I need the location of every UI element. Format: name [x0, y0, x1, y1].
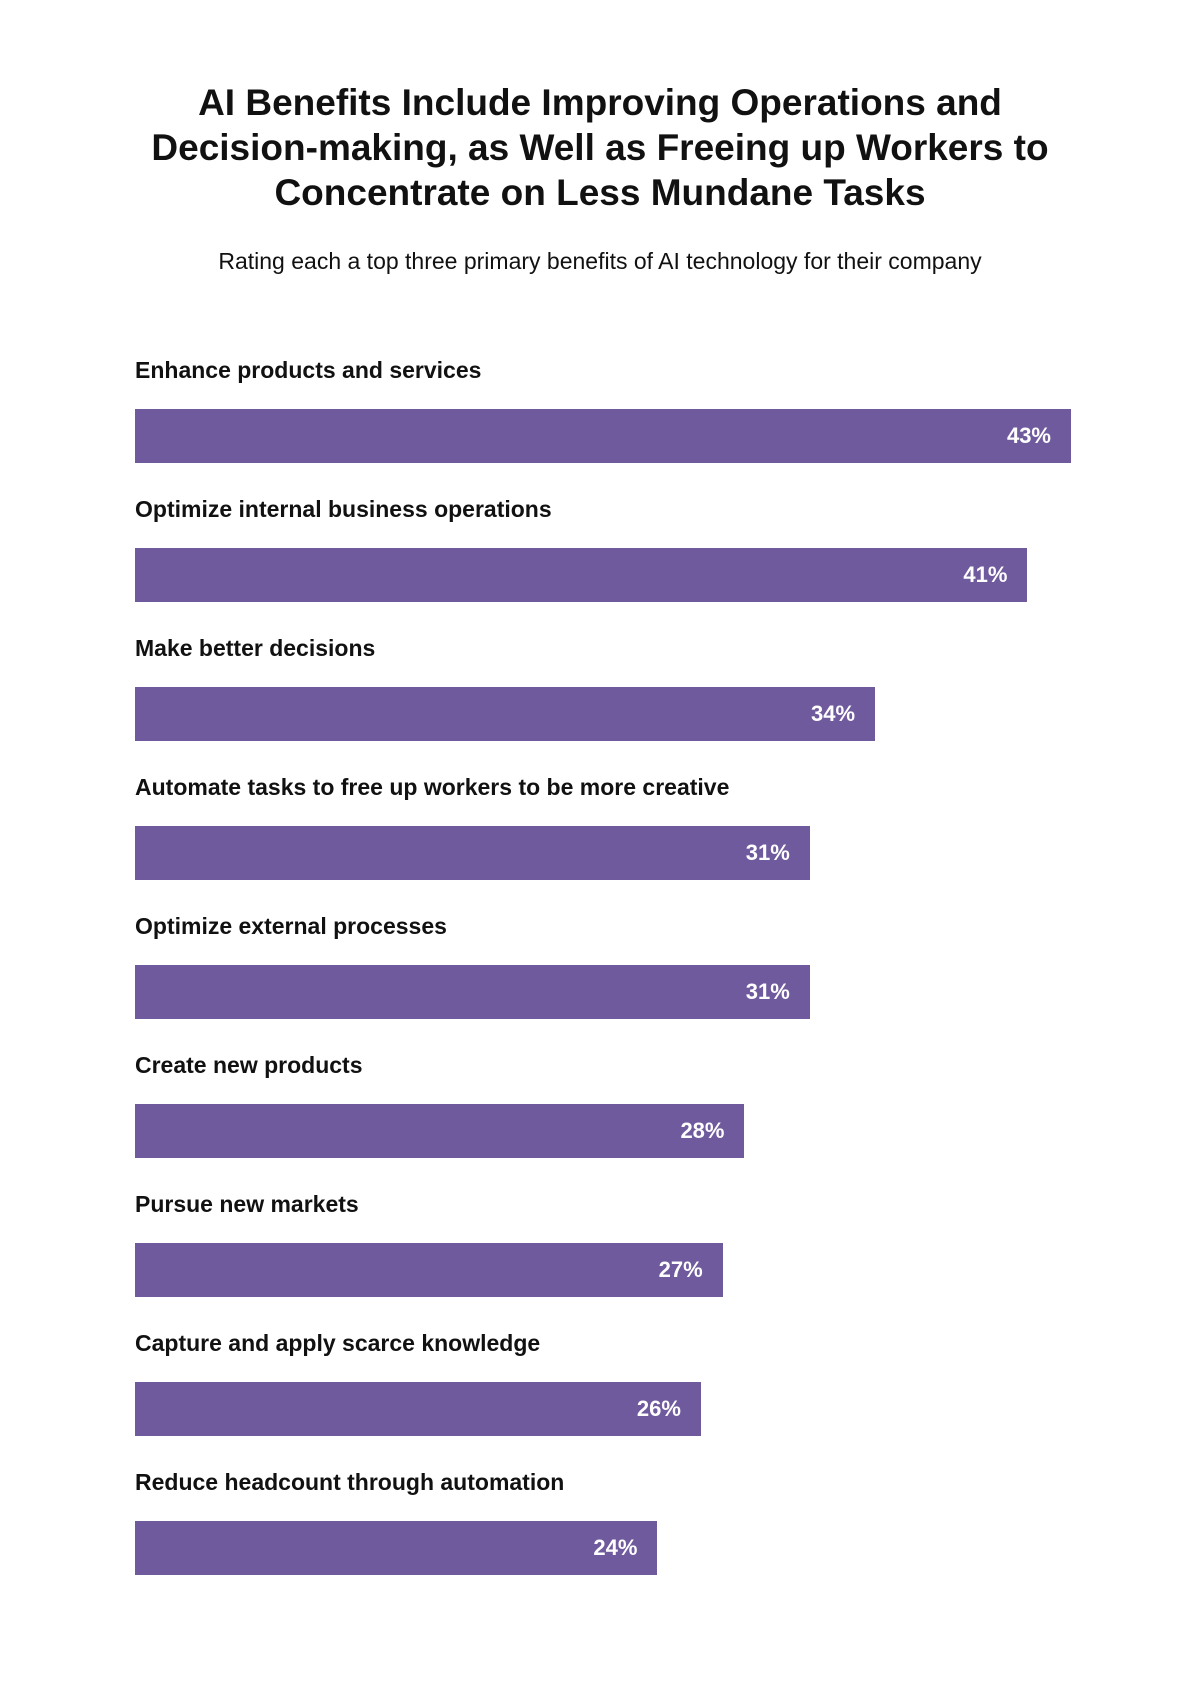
category-label: Optimize internal business operations — [135, 496, 552, 522]
title-line: Decision-making, as Well as Freeing up W… — [151, 127, 1049, 168]
title-line: AI Benefits Include Improving Operations… — [198, 82, 1002, 123]
value-label: 41% — [963, 562, 1008, 587]
chart-title: AI Benefits Include Improving Operations… — [0, 80, 1200, 215]
bar — [135, 826, 810, 880]
value-label: 26% — [636, 1396, 681, 1421]
category-label: Capture and apply scarce knowledge — [135, 1330, 541, 1356]
bar — [135, 409, 1071, 463]
bar — [135, 1243, 723, 1297]
category-label: Create new products — [135, 1052, 363, 1078]
category-label: Automate tasks to free up workers to be … — [135, 774, 730, 800]
value-label: 27% — [658, 1257, 703, 1282]
category-label: Reduce headcount through automation — [135, 1469, 565, 1495]
value-label: 24% — [593, 1535, 638, 1560]
value-label: 31% — [745, 840, 790, 865]
bar — [135, 1382, 701, 1436]
chart-subtitle: Rating each a top three primary benefits… — [218, 248, 982, 274]
category-label: Make better decisions — [135, 635, 376, 661]
value-label: 31% — [745, 979, 790, 1004]
bar — [135, 1104, 745, 1158]
category-label: Pursue new markets — [135, 1191, 359, 1217]
value-label: 28% — [680, 1118, 725, 1143]
category-label: Enhance products and services — [135, 357, 482, 383]
bar — [135, 965, 810, 1019]
bar — [135, 1521, 658, 1575]
title-line: Concentrate on Less Mundane Tasks — [274, 172, 926, 213]
category-label: Optimize external processes — [135, 913, 447, 939]
value-label: 34% — [811, 701, 856, 726]
value-label: 43% — [1006, 423, 1051, 448]
bar — [135, 548, 1028, 602]
bar — [135, 687, 876, 741]
